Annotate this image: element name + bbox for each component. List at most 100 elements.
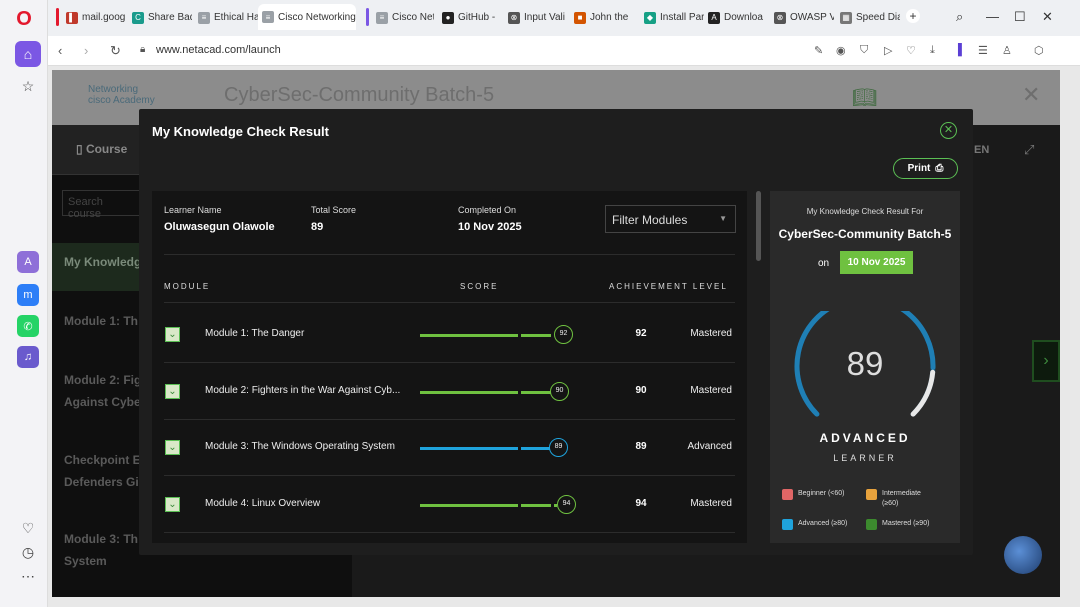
tab-github[interactable]: ● GitHub - <box>438 6 502 29</box>
messenger-icon[interactable]: m <box>17 284 39 306</box>
tab-mail[interactable]: ▌ mail.goog <box>62 6 126 29</box>
sidebar-toggle-icon[interactable]: ▐ <box>954 44 962 56</box>
history-clock-icon[interactable]: ◷ <box>21 543 35 560</box>
expand-chevron-icon[interactable]: ⌄ <box>165 327 180 342</box>
bookmark-star-icon[interactable]: ☆ <box>21 77 35 94</box>
music-icon[interactable]: ♫ <box>17 346 39 368</box>
score-marker: 90 <box>550 381 569 401</box>
module-score: 94 <box>635 497 647 509</box>
camera-icon[interactable]: ◉ <box>836 45 846 57</box>
tab-ethical-hacking[interactable]: ≡ Ethical Ha <box>194 6 258 29</box>
print-button[interactable]: Print ⎙ <box>893 158 958 179</box>
speed-dial-icon: ▦ <box>840 11 852 24</box>
divider <box>164 418 735 420</box>
outline-item[interactable]: Checkpoint E <box>64 453 141 467</box>
score-bar <box>420 447 576 450</box>
close-window-icon[interactable]: ✕ <box>1042 9 1053 24</box>
scrollbar[interactable] <box>756 191 761 261</box>
outline-active-item <box>52 243 142 291</box>
back-arrow-icon[interactable]: ‹ <box>58 43 63 58</box>
tab-label: Share Bad <box>148 12 192 23</box>
score-bar <box>420 503 576 507</box>
search-tabs-icon[interactable]: ⌕ <box>956 9 964 24</box>
tab-share-badge[interactable]: C Share Bad <box>128 6 192 29</box>
whatsapp-icon[interactable]: ✆ <box>17 315 39 337</box>
column-header-level: ACHIEVEMENT LEVEL <box>609 282 728 291</box>
module-row[interactable]: ⌄ Module 4: Linux Overview 94 94 Mastere… <box>152 476 747 532</box>
heart-bookmark-icon[interactable]: ♡ <box>906 45 916 57</box>
module-score: 89 <box>635 441 647 452</box>
profile-icon[interactable]: ♙ <box>1002 45 1012 57</box>
close-course-icon[interactable]: ✕ <box>1022 82 1041 107</box>
tab-john-the-ripper[interactable]: ■ John the <box>570 6 634 29</box>
reload-icon[interactable]: ↻ <box>110 43 121 58</box>
expand-chevron-icon[interactable]: ⌄ <box>165 440 180 455</box>
on-label: on <box>818 258 830 269</box>
tab-install-parrot[interactable]: ◆ Install Par <box>640 6 704 29</box>
legend-swatch <box>866 519 877 530</box>
maximize-icon[interactable]: ☐ <box>1014 9 1026 24</box>
module-row[interactable]: ⌄ Module 3: The Windows Operating System… <box>152 419 747 475</box>
legend-label: Mastered (≥90) <box>882 520 930 527</box>
minimize-icon[interactable]: — <box>986 9 999 24</box>
more-icon[interactable]: ⋯ <box>21 567 35 584</box>
module-level: Mastered <box>690 384 732 396</box>
tab-speed-dial[interactable]: ▦ Speed Dia <box>836 6 900 29</box>
heart-icon[interactable]: ♡ <box>21 519 35 536</box>
module-row[interactable]: ⌄ Module 1: The Danger 92 92 Mastered <box>152 306 747 362</box>
tab-label: Downloa <box>724 12 763 23</box>
print-label: Print <box>907 163 931 174</box>
course-tab[interactable]: ▯ Course <box>76 142 128 156</box>
module-score: 92 <box>635 328 647 339</box>
easy-setup-icon[interactable]: ☰ <box>978 45 988 57</box>
outline-item[interactable]: Module 3: Th <box>64 532 138 546</box>
outline-item[interactable]: My Knowledg <box>64 255 142 269</box>
legend-mastered: Mastered (≥90) <box>866 519 929 530</box>
tab-cisco-net[interactable]: ≡ Cisco Net <box>372 6 434 29</box>
home-icon[interactable]: ⌂ <box>15 41 41 67</box>
mail-icon: ▌ <box>66 11 78 24</box>
vpn-shield-icon[interactable]: ⛉ <box>860 44 869 56</box>
language-selector[interactable]: EN <box>974 144 990 156</box>
legend-swatch <box>782 519 793 530</box>
score-bar-segment <box>420 390 518 394</box>
edit-icon[interactable]: ✎ <box>814 45 824 57</box>
module-name: Module 3: The Windows Operating System <box>205 441 395 452</box>
score-bar <box>420 390 576 394</box>
column-header-module: MODULE <box>164 282 211 291</box>
lock-icon: 🔒︎ <box>140 44 146 55</box>
aria-app-icon[interactable]: A <box>17 251 39 273</box>
tab-download[interactable]: A Downloa <box>704 6 768 29</box>
send-icon[interactable]: ▷ <box>884 45 893 57</box>
new-tab-plus-icon[interactable]: + <box>906 9 920 23</box>
forward-arrow-icon[interactable]: › <box>84 43 89 58</box>
fullscreen-icon[interactable]: ⤢ <box>1024 142 1035 157</box>
tab-input-validation[interactable]: ⊗ Input Vali <box>504 6 568 29</box>
legend-swatch <box>782 489 793 500</box>
extensions-cube-icon[interactable]: ⬡ <box>1034 45 1044 57</box>
score-bar-segment <box>420 447 518 450</box>
filter-modules-select[interactable]: Filter Modules ▼ <box>605 205 736 233</box>
next-page-arrow-icon[interactable]: › <box>1032 340 1060 382</box>
outline-item[interactable]: Module 1: Th <box>64 314 138 328</box>
book-icon[interactable]: 📖︎ <box>852 87 878 109</box>
chat-assistant-icon[interactable] <box>1004 536 1042 574</box>
search-course-input[interactable]: Search course <box>62 190 142 220</box>
tab-owasp[interactable]: ⊗ OWASP V <box>770 6 834 29</box>
download-icon[interactable]: ⤓ <box>930 44 935 56</box>
expand-chevron-icon[interactable]: ⌄ <box>165 383 180 399</box>
expand-chevron-icon[interactable]: ⌄ <box>165 496 180 512</box>
opera-logo-icon[interactable]: O <box>16 8 32 30</box>
module-name: Module 4: Linux Overview <box>205 497 321 509</box>
summary-date-badge: 10 Nov 2025 <box>840 251 913 274</box>
close-modal-icon[interactable]: ✕ <box>940 122 957 139</box>
course-tab-label: Course <box>85 142 128 156</box>
outline-item[interactable]: Module 2: Fig <box>64 373 142 387</box>
score-marker: 92 <box>554 325 573 344</box>
tab-cisco-networking-active[interactable]: ≡ Cisco Networking <box>258 4 356 30</box>
score-bar-segment <box>420 334 518 337</box>
module-row[interactable]: ⌄ Module 2: Fighters in the War Against … <box>152 363 747 419</box>
url-field[interactable]: www.netacad.com/launch <box>156 44 281 56</box>
score-bar <box>420 334 576 337</box>
tab-label: John the <box>590 12 629 23</box>
